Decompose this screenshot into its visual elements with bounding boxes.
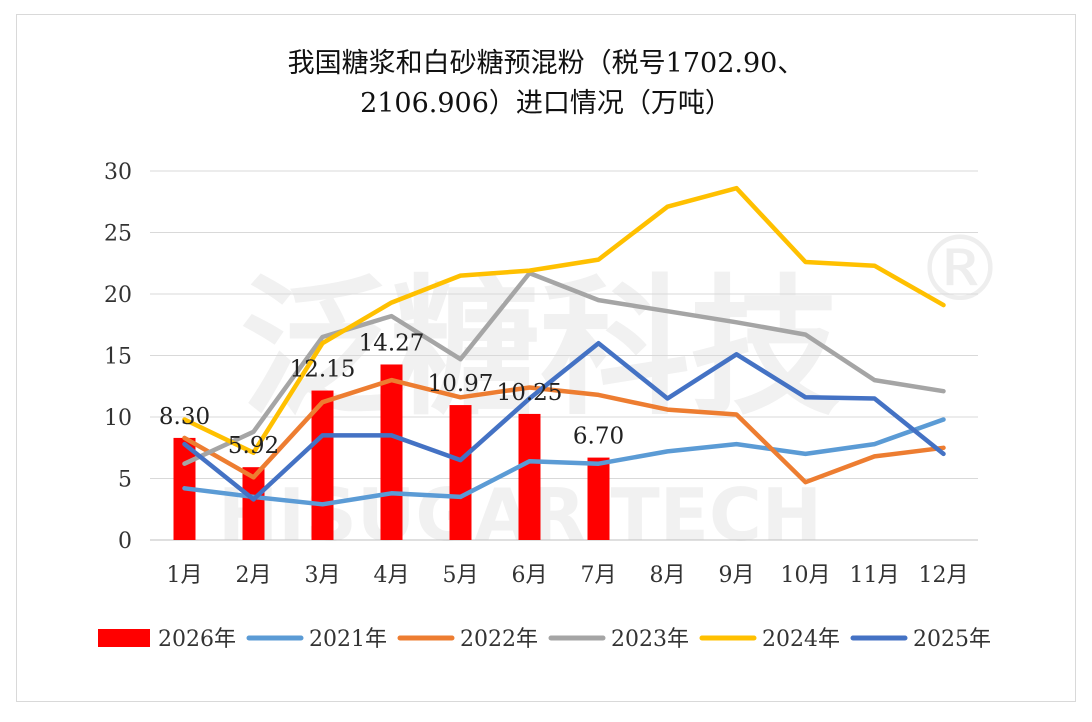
chart-title-line-2: 2106.906）进口情况（万吨） [360,88,732,119]
line-series-2024年 [182,185,946,455]
y-tick-label-5: 5 [118,468,132,493]
x-tick-label-8: 8月 [650,563,686,588]
legend-label-2023年: 2023年 [611,627,689,652]
x-tick-label-1: 1月 [167,563,203,588]
bar-2026-7 [587,457,610,540]
line-series-2021年 [182,417,946,507]
bar-label-2026-7: 6.70 [573,424,624,450]
bar-label-2026-6: 10.25 [497,380,563,406]
y-tick-label-0: 0 [118,529,132,554]
gridlines [150,170,978,541]
bar-label-2026-1: 8.30 [159,404,210,430]
legend-label-2024年: 2024年 [762,627,840,652]
bar-label-2026-3: 12.15 [290,357,356,383]
legend-label-2025年: 2025年 [913,627,991,652]
x-tick-label-7: 7月 [581,563,617,588]
x-tick-label-10: 10月 [781,563,831,588]
x-tick-label-9: 9月 [719,563,755,588]
line-series-2022年 [182,377,946,485]
bar-label-2026-2: 5.92 [228,433,279,459]
bar-2026-2 [242,467,265,540]
legend-swatch-2026年 [98,629,150,647]
x-tick-label-5: 5月 [443,563,479,588]
legend: 2026年 2021年 2022年 2023年 2024年 2025年 [98,627,991,652]
watermark-cn: 泛糖科技 [240,262,840,436]
y-tick-label-15: 15 [104,345,132,370]
legend-label-2021年: 2021年 [309,627,387,652]
chart-title: 我国糖浆和白砂糖预混粉（税号1702.90、 2106.906）进口情况（万吨） [0,44,1092,124]
bar-2026-4 [380,364,403,540]
legend-label-2022年: 2022年 [460,627,538,652]
y-tick-label-30: 30 [104,160,132,185]
line-series-group [182,185,946,507]
x-tick-label-4: 4月 [374,563,410,588]
bar-label-2026-5: 10.97 [428,371,494,397]
watermark-registered: ® [915,217,1005,322]
legend-label-2026年: 2026年 [158,627,236,652]
x-tick-label-6: 6月 [512,563,548,588]
y-tick-label-20: 20 [104,283,132,308]
chart-frame [16,14,1076,702]
x-tick-label-11: 11月 [850,563,900,588]
y-tick-label-10: 10 [104,406,132,431]
x-tick-label-12: 12月 [919,563,969,588]
bar-label-2026-4: 14.27 [359,330,425,356]
bar-2026-5 [449,405,472,540]
y-tick-label-25: 25 [104,222,132,247]
line-series-2025年 [182,340,946,502]
chart-title-line-1: 我国糖浆和白砂糖预混粉（税号1702.90、 [287,48,805,79]
bar-2026-6 [518,413,541,540]
line-series-2023年 [182,270,946,466]
y-axis-ticks: 0 5 10 15 20 25 30 [104,160,132,554]
x-tick-label-3: 3月 [305,563,341,588]
x-axis-ticks: 1月 2月 3月 4月 5月 6月 7月 8月 9月 10月 11月 12月 [167,563,969,588]
x-tick-label-2: 2月 [236,563,272,588]
